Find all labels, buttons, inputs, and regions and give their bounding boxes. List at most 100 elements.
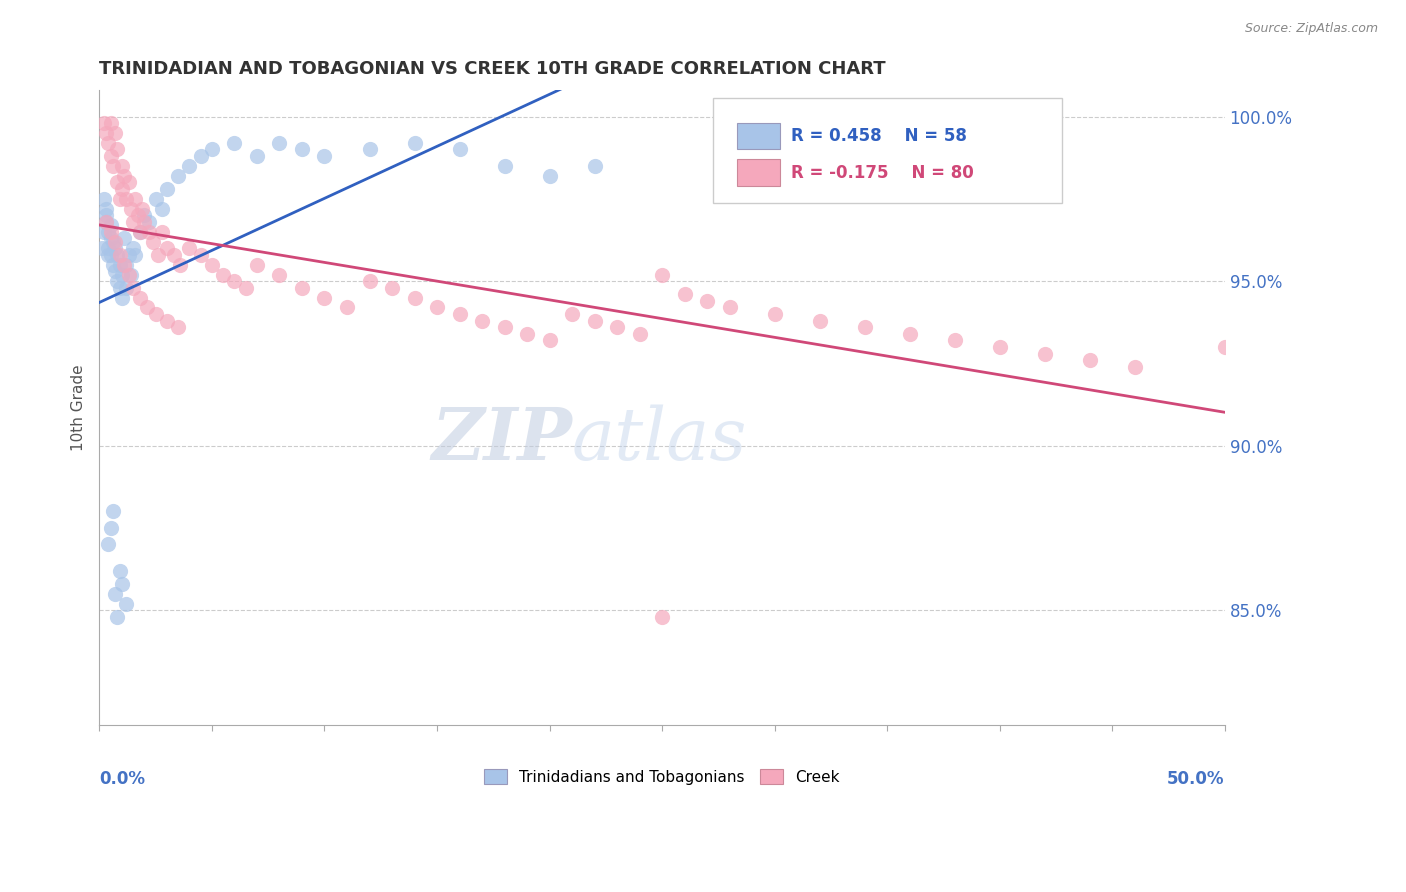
Text: R = 0.458    N = 58: R = 0.458 N = 58 — [792, 127, 967, 145]
Point — [97, 225, 120, 239]
Point — [538, 334, 561, 348]
Point — [90, 241, 112, 255]
Point — [1078, 353, 1101, 368]
Point — [107, 609, 129, 624]
Point — [97, 248, 120, 262]
Point — [111, 182, 134, 196]
Point — [101, 504, 124, 518]
Point — [129, 225, 152, 239]
Point — [471, 313, 494, 327]
Point — [224, 274, 246, 288]
Point — [96, 215, 118, 229]
Point — [108, 192, 131, 206]
Point — [1033, 346, 1056, 360]
Point — [246, 149, 269, 163]
Point — [107, 175, 129, 189]
Point — [115, 281, 138, 295]
Point — [120, 268, 142, 282]
Point — [100, 149, 122, 163]
Point — [96, 215, 118, 229]
Bar — [738, 160, 780, 186]
Point — [808, 313, 831, 327]
Point — [122, 241, 145, 255]
Text: atlas: atlas — [572, 404, 748, 475]
Point — [111, 159, 134, 173]
Point — [146, 248, 169, 262]
Point — [606, 320, 628, 334]
Point — [156, 182, 179, 196]
Point — [291, 281, 314, 295]
Point — [104, 241, 127, 255]
Point — [673, 287, 696, 301]
Point — [108, 258, 131, 272]
Text: TRINIDADIAN AND TOBAGONIAN VS CREEK 10TH GRADE CORRELATION CHART: TRINIDADIAN AND TOBAGONIAN VS CREEK 10TH… — [100, 60, 886, 78]
Point — [107, 274, 129, 288]
Point — [314, 291, 336, 305]
Point — [381, 281, 404, 295]
Point — [145, 192, 167, 206]
Point — [138, 215, 160, 229]
Point — [134, 208, 156, 222]
Point — [583, 159, 606, 173]
Point — [129, 291, 152, 305]
Point — [138, 225, 160, 239]
Point — [224, 136, 246, 150]
Point — [898, 326, 921, 341]
Point — [142, 235, 165, 249]
Point — [145, 307, 167, 321]
Point — [404, 136, 426, 150]
Point — [111, 577, 134, 591]
Point — [124, 248, 146, 262]
Text: 50.0%: 50.0% — [1167, 770, 1225, 788]
Point — [179, 241, 201, 255]
Point — [163, 248, 186, 262]
Point — [651, 609, 673, 624]
Point — [108, 564, 131, 578]
Point — [96, 202, 118, 216]
Point — [115, 258, 138, 272]
Point — [97, 537, 120, 551]
FancyBboxPatch shape — [713, 98, 1062, 202]
Point — [179, 159, 201, 173]
Point — [538, 169, 561, 183]
Point — [269, 268, 291, 282]
Point — [127, 208, 149, 222]
Point — [122, 215, 145, 229]
Point — [115, 597, 138, 611]
Point — [112, 169, 135, 183]
Point — [201, 143, 224, 157]
Point — [156, 241, 179, 255]
Point — [291, 143, 314, 157]
Point — [1123, 359, 1146, 374]
Point — [101, 159, 124, 173]
Point — [124, 192, 146, 206]
Point — [988, 340, 1011, 354]
Text: ZIP: ZIP — [432, 404, 572, 475]
Point — [314, 149, 336, 163]
Point — [100, 248, 122, 262]
Point — [583, 313, 606, 327]
Point — [111, 291, 134, 305]
Point — [97, 241, 120, 255]
Point — [190, 149, 212, 163]
Point — [246, 258, 269, 272]
Point — [115, 192, 138, 206]
Point — [190, 248, 212, 262]
Point — [1213, 340, 1236, 354]
Point — [359, 274, 381, 288]
Point — [718, 301, 741, 315]
Point — [100, 231, 122, 245]
Point — [131, 202, 153, 216]
Point — [101, 258, 124, 272]
Point — [235, 281, 257, 295]
Point — [129, 225, 152, 239]
Point — [404, 291, 426, 305]
Point — [201, 258, 224, 272]
Point — [104, 264, 127, 278]
Point — [107, 248, 129, 262]
Point — [108, 281, 131, 295]
Point — [93, 225, 115, 239]
Point — [100, 116, 122, 130]
Point — [336, 301, 359, 315]
Point — [118, 248, 141, 262]
